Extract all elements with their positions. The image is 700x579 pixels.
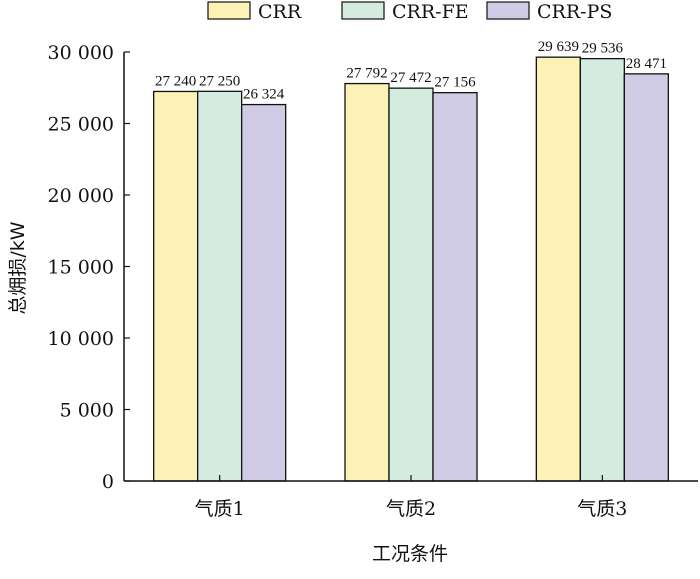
bar-crr-3 (535, 56, 581, 482)
x-tick-label: 气质2 (386, 498, 436, 520)
bars (153, 56, 669, 482)
y-axis-title: 总㶲损/kW (7, 221, 29, 314)
y-tick-label: 5 000 (60, 400, 114, 422)
bar-crr-ps-1 (241, 103, 287, 482)
legend-label-crr-ps: CRR-PS (537, 1, 612, 23)
data-label: 29 536 (582, 41, 624, 57)
legend-swatch-crr (207, 1, 251, 20)
legend-label-crr-fe: CRR-FE (392, 1, 469, 23)
x-tick-label: 气质1 (195, 498, 245, 520)
data-label: 28 471 (626, 56, 667, 72)
data-label: 27 250 (199, 73, 240, 89)
bar-crr-fe-1 (197, 90, 243, 482)
x-tick-label: 气质3 (577, 498, 627, 520)
y-tick-label: 25 000 (48, 114, 114, 136)
legend: CRR CRR-FE CRR-PS (207, 1, 612, 23)
x-axis: 气质1 气质2 气质3 (124, 475, 698, 520)
y-tick-label: 30 000 (48, 42, 114, 64)
data-label: 27 240 (155, 73, 196, 89)
legend-label-crr: CRR (258, 1, 302, 23)
bar-crr-ps-3 (623, 73, 669, 482)
legend-swatch-crr-ps (486, 1, 530, 20)
data-label: 29 639 (538, 39, 579, 55)
data-label: 27 156 (434, 75, 476, 91)
y-tick-label: 15 000 (48, 257, 114, 279)
data-label: 27 792 (346, 66, 387, 82)
y-tick-label: 0 (102, 471, 114, 493)
legend-swatch-crr-fe (341, 1, 385, 20)
x-axis-title: 工况条件 (372, 543, 448, 565)
bar-crr-fe-2 (388, 87, 434, 482)
y-tick-label: 20 000 (48, 185, 114, 207)
y-axis: 0 5 000 10 000 15 000 20 000 25 000 30 000 (48, 42, 130, 493)
bar-crr-1 (153, 90, 199, 482)
bar-crr-ps-2 (432, 92, 478, 482)
bar-crr-fe-3 (579, 57, 625, 482)
data-label: 26 324 (243, 87, 285, 103)
y-tick-label: 10 000 (48, 328, 114, 350)
data-label: 27 472 (390, 70, 431, 86)
bar-crr-2 (344, 82, 390, 482)
